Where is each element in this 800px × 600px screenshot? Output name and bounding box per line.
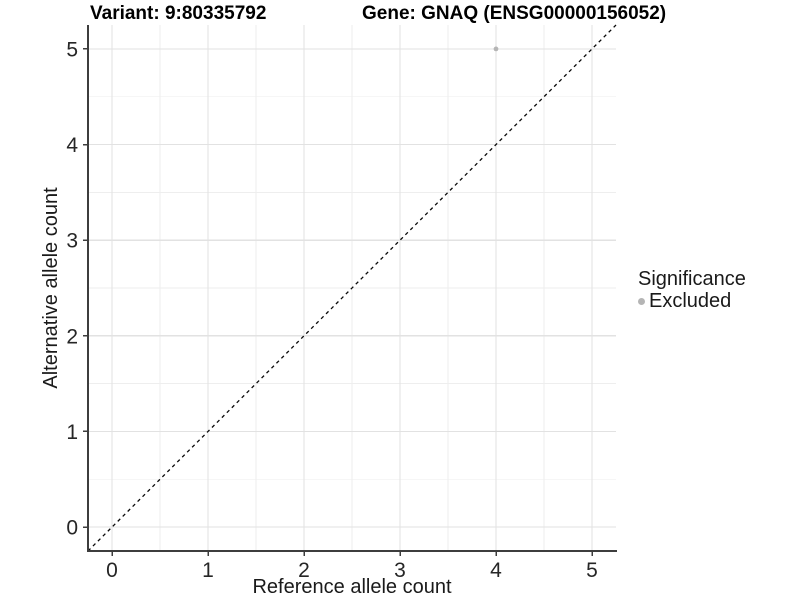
x-tick-label: 0 [106, 559, 118, 582]
legend-title: Significance [638, 268, 746, 290]
identity-reference-line [87, 24, 617, 552]
y-tick-label: 4 [66, 134, 78, 157]
y-tick-label: 5 [66, 38, 78, 61]
plot-title-gene: Gene: GNAQ (ENSG00000156052) [362, 3, 667, 24]
x-tick-label: 1 [202, 559, 214, 582]
y-axis-title: Alternative allele count [40, 187, 62, 389]
axis-lines-layer [83, 25, 617, 556]
minor-gridlines [88, 25, 616, 551]
legend: Significance Excluded [638, 268, 746, 312]
plot-title-variant: Variant: 9:80335792 [90, 3, 267, 24]
x-axis-title: Reference allele count [252, 576, 451, 598]
major-gridlines [88, 25, 616, 551]
x-tick-label: 4 [490, 559, 502, 582]
identity-reference-line-layer [87, 24, 617, 552]
x-tick-label: 5 [586, 559, 598, 582]
x-tick-label: 2 [298, 559, 310, 582]
legend-item: Excluded [638, 290, 746, 312]
data-point-layer [493, 46, 499, 52]
legend-items: Excluded [638, 290, 746, 312]
legend-key-dot-icon [638, 297, 645, 305]
y-tick-label: 2 [66, 325, 78, 348]
legend-item-label: Excluded [649, 290, 732, 312]
tick-label-layer: 0 1 2 3 4 5 0 1 2 3 4 5 [66, 38, 598, 582]
x-tick-label: 3 [394, 559, 406, 582]
y-tick-label: 1 [66, 421, 78, 444]
data-point [493, 46, 499, 52]
y-tick-label: 0 [66, 517, 78, 540]
y-tick-label: 3 [66, 230, 78, 253]
